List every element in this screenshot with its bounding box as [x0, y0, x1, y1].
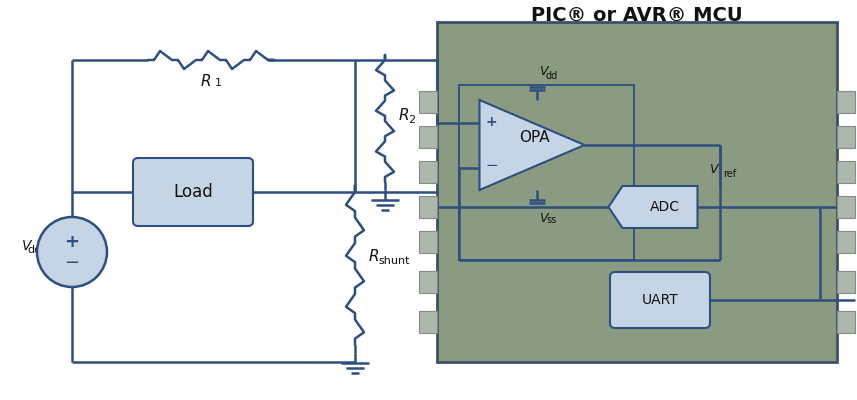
Text: dd: dd — [546, 71, 558, 81]
FancyBboxPatch shape — [419, 91, 437, 113]
FancyBboxPatch shape — [419, 231, 437, 253]
FancyBboxPatch shape — [419, 271, 437, 293]
Text: OPA: OPA — [518, 130, 549, 144]
FancyBboxPatch shape — [133, 158, 253, 226]
Text: R: R — [369, 249, 380, 264]
FancyBboxPatch shape — [837, 161, 855, 183]
Text: V: V — [22, 239, 32, 253]
Text: PIC® or AVR® MCU: PIC® or AVR® MCU — [531, 6, 743, 24]
Text: −: − — [64, 254, 80, 272]
FancyBboxPatch shape — [610, 272, 710, 328]
Text: R: R — [399, 108, 410, 124]
Text: ref: ref — [723, 169, 736, 179]
FancyBboxPatch shape — [419, 311, 437, 333]
Text: +: + — [486, 116, 497, 130]
Text: R: R — [201, 74, 212, 89]
Polygon shape — [608, 186, 698, 228]
Text: V: V — [710, 163, 718, 176]
FancyBboxPatch shape — [419, 196, 437, 218]
Text: V: V — [539, 212, 548, 225]
Text: shunt: shunt — [378, 256, 410, 266]
Text: −: − — [485, 158, 498, 173]
Text: UART: UART — [642, 293, 679, 307]
Text: 2: 2 — [408, 115, 415, 125]
FancyBboxPatch shape — [437, 22, 837, 362]
FancyBboxPatch shape — [837, 196, 855, 218]
FancyBboxPatch shape — [837, 271, 855, 293]
FancyBboxPatch shape — [419, 161, 437, 183]
Text: dd: dd — [28, 245, 42, 255]
Text: +: + — [64, 233, 80, 251]
Text: ADC: ADC — [650, 200, 680, 214]
FancyBboxPatch shape — [419, 126, 437, 148]
Circle shape — [37, 217, 107, 287]
FancyBboxPatch shape — [837, 231, 855, 253]
Text: ss: ss — [546, 215, 556, 225]
FancyBboxPatch shape — [837, 91, 855, 113]
Text: V: V — [539, 65, 548, 78]
Text: 1: 1 — [215, 78, 222, 88]
FancyBboxPatch shape — [837, 311, 855, 333]
Polygon shape — [480, 100, 584, 190]
Text: Load: Load — [173, 183, 213, 201]
FancyBboxPatch shape — [837, 126, 855, 148]
